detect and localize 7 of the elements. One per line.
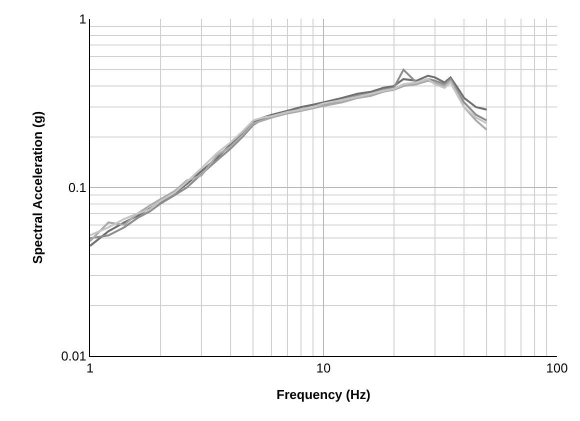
x-axis-title: Frequency (Hz) xyxy=(276,387,370,402)
y-tick-label: 0.1 xyxy=(68,180,86,196)
y-tick-label: 1 xyxy=(79,12,86,27)
x-tick-label: 10 xyxy=(316,360,331,376)
y-tick-label: 0.01 xyxy=(61,348,86,364)
x-tick-label: 100 xyxy=(546,360,568,376)
y-axis-title: Spectral Acceleration (g) xyxy=(30,111,46,264)
